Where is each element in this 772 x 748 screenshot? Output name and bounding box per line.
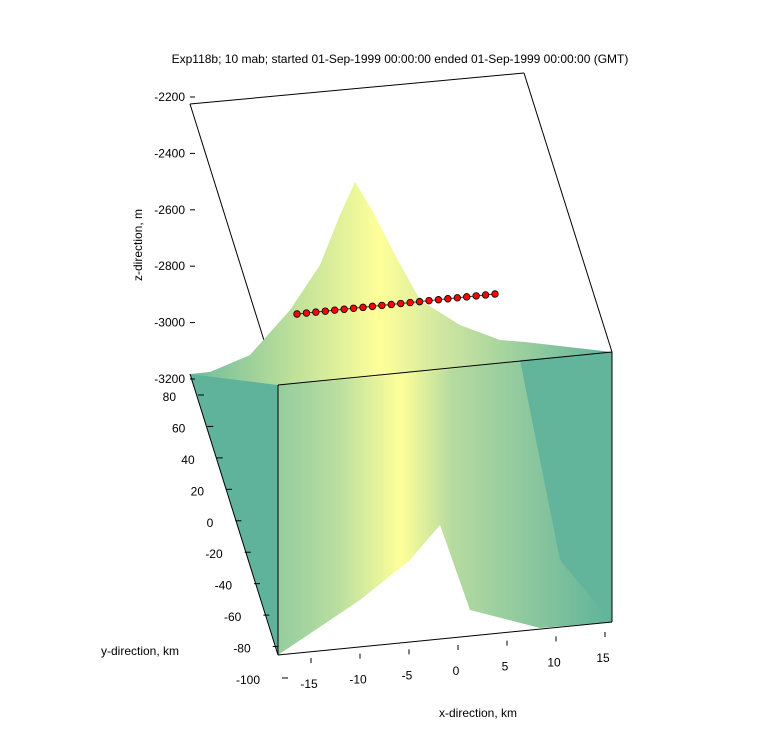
- series-point: [368, 302, 377, 311]
- series-point: [434, 296, 443, 304]
- series-point: [387, 300, 395, 309]
- series-point: [331, 306, 339, 314]
- z-axis: -2200 -2400 -2600 -2800 -3000 -3200: [154, 90, 195, 386]
- surface-back: [190, 182, 612, 385]
- x-tick-label: -10: [349, 673, 367, 687]
- chart-title: Exp118b; 10 mab; started 01-Sep-1999 00:…: [172, 52, 629, 66]
- y-axis: -100 -80 -60 -40 -20 0 20 40 60 80: [163, 390, 288, 687]
- x-tick-label: 0: [453, 664, 460, 678]
- series-point: [406, 298, 414, 307]
- series-point: [293, 310, 301, 318]
- series-point: [491, 290, 499, 298]
- box-edge-left-bottom: [189, 373, 279, 656]
- box-edge-back-left: [189, 103, 279, 386]
- series-point: [463, 293, 471, 301]
- box-back-edges: [189, 72, 613, 386]
- series-point: [302, 309, 311, 317]
- x-tick-label: -5: [402, 668, 413, 682]
- x-tick-label: 10: [547, 655, 561, 669]
- series-point: [444, 295, 452, 303]
- box-front-edges: [189, 351, 613, 656]
- y-tick-label: -20: [205, 547, 223, 561]
- series-point: [397, 299, 405, 308]
- terrain-surface: [190, 182, 612, 655]
- y-tick-label: -100: [236, 673, 260, 687]
- y-tick-label: 60: [172, 421, 186, 435]
- y-tick-label: 40: [181, 453, 195, 467]
- box-edge-back-right: [523, 72, 613, 353]
- y-axis-label: y-direction, km: [101, 644, 179, 658]
- box-edge-front-top: [277, 351, 613, 386]
- z-tick-label: -3200: [154, 372, 185, 386]
- series-point: [340, 305, 348, 313]
- z-tick-label: -3000: [154, 316, 185, 330]
- series-point: [359, 303, 367, 312]
- series-line: [296, 293, 496, 315]
- x-tick-label: 15: [596, 651, 610, 665]
- y-tick-label: -80: [233, 642, 251, 656]
- y-tick-label: 80: [163, 390, 177, 404]
- y-tick-label: -60: [224, 610, 242, 624]
- y-tick-label: 20: [191, 484, 205, 498]
- series-point: [312, 308, 320, 316]
- surface-front: [190, 352, 612, 655]
- x-tick-label: -15: [300, 677, 318, 691]
- z-axis-label: z-direction, m: [131, 209, 145, 281]
- z-tick-label: -2800: [154, 259, 185, 273]
- series-point: [481, 291, 490, 299]
- series-point: [349, 304, 358, 312]
- z-tick-label: -2200: [154, 90, 185, 104]
- series-point: [425, 296, 433, 305]
- series-point: [378, 301, 386, 310]
- surface-right-apron: [520, 352, 612, 622]
- x-axis-label: x-direction, km: [439, 706, 517, 720]
- y-tick-label: -40: [215, 579, 233, 593]
- box-edge-back-top: [189, 72, 525, 105]
- series-point: [321, 307, 329, 315]
- x-axis: -15 -10 -5 0 5 10 15: [300, 632, 610, 691]
- box-edge-front-bottom: [277, 621, 613, 656]
- z-tick-label: -2600: [154, 203, 185, 217]
- series-point: [415, 297, 424, 306]
- z-tick-label: -2400: [154, 146, 185, 160]
- y-tick-label: 0: [207, 516, 214, 530]
- series-point: [472, 292, 480, 300]
- series-layer: [293, 290, 499, 318]
- x-tick-label: 5: [502, 660, 509, 674]
- series-point: [453, 294, 461, 302]
